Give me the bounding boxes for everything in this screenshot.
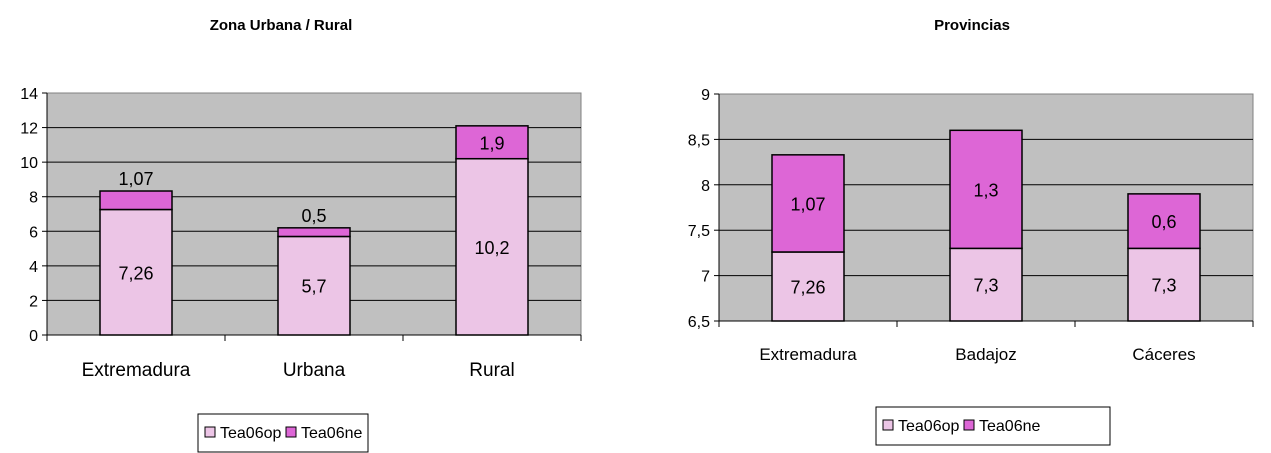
- legend-label: Tea06ne: [301, 425, 362, 442]
- y-tick-label: 7,5: [688, 223, 710, 240]
- data-label: 5,7: [301, 277, 326, 297]
- legend-swatch: [882, 419, 894, 431]
- bar-tea06ne: [1127, 193, 1201, 250]
- legend-swatch: [285, 426, 297, 438]
- legend-swatch: [204, 426, 216, 438]
- legend-box: [875, 406, 1111, 446]
- y-tick-label: 12: [20, 121, 38, 138]
- y-tick-label: 4: [29, 259, 38, 276]
- bar-tea06op: [277, 235, 351, 336]
- y-tick-label: 0: [29, 328, 38, 345]
- y-tick-label: 7: [701, 269, 710, 286]
- y-tick-label: 6: [29, 224, 38, 241]
- x-category-label: Cáceres: [1132, 345, 1195, 364]
- y-tick-label: 8: [29, 190, 38, 207]
- y-tick-label: 14: [20, 86, 38, 103]
- bar-tea06ne: [277, 227, 351, 238]
- bar-tea06ne: [455, 125, 529, 160]
- bar-tea06ne: [99, 190, 173, 211]
- chart-title: Zona Urbana / Rural: [210, 17, 353, 34]
- y-tick-label: 8,5: [688, 132, 710, 149]
- x-category-label: Extremadura: [82, 360, 191, 381]
- legend-box: [197, 413, 369, 453]
- bar-tea06op: [455, 157, 529, 336]
- data-label: 1,07: [118, 169, 153, 189]
- legend: Tea06op Tea06ne: [197, 413, 369, 453]
- legend-label: Tea06op: [220, 425, 281, 442]
- data-label: 7,26: [790, 277, 825, 297]
- chart-2: Provincias 6,5 7 7,5 8 8,5 9 7,26 1,07 Extremadur…: [688, 17, 1254, 446]
- legend: Tea06op Tea06ne: [875, 406, 1111, 446]
- bar-tea06ne: [949, 129, 1023, 250]
- bar-tea06op: [949, 247, 1023, 322]
- y-tick-label: 9: [701, 87, 710, 104]
- legend-label: Tea06op: [898, 418, 959, 435]
- y-tick-label: 2: [29, 293, 38, 310]
- legend-label: Tea06ne: [979, 418, 1040, 435]
- bar-tea06op: [99, 208, 173, 336]
- data-label: 10,2: [474, 238, 509, 258]
- y-tick-label: 10: [20, 155, 38, 172]
- legend-swatch: [963, 419, 975, 431]
- x-category-label: Extremadura: [759, 345, 857, 364]
- data-label: 1,3: [973, 180, 998, 200]
- x-category-label: Rural: [469, 360, 514, 381]
- y-tick-label: 8: [701, 178, 710, 195]
- data-label: 7,3: [1151, 276, 1176, 296]
- chart-1: Zona Urbana / Rural 0 2 4 6 8 10 12 14 7,26 1,07 Ex…: [20, 17, 582, 453]
- data-label: 7,3: [973, 276, 998, 296]
- data-label: 1,07: [790, 194, 825, 214]
- data-label: 0,6: [1151, 212, 1176, 232]
- y-tick-label: 6,5: [688, 314, 710, 331]
- x-category-label: Urbana: [283, 360, 346, 381]
- data-label: 1,9: [479, 133, 504, 153]
- x-category-label: Badajoz: [955, 345, 1016, 364]
- chart-title: Provincias: [934, 17, 1010, 34]
- data-label: 7,26: [118, 263, 153, 283]
- bar-tea06ne: [771, 154, 845, 253]
- data-label: 0,5: [301, 206, 326, 226]
